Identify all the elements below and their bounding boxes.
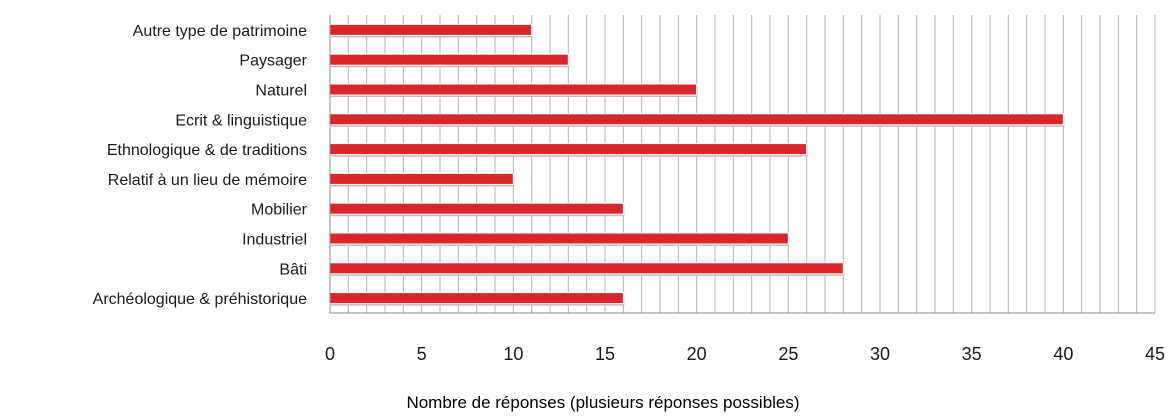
bar: [329, 202, 624, 215]
x-tick-label: 10: [503, 344, 523, 364]
bar: [329, 53, 569, 66]
category-label: Relatif à un lieu de mémoire: [108, 172, 307, 189]
bar: [329, 143, 808, 156]
x-tick-label: 35: [962, 344, 982, 364]
x-tick-label: 20: [687, 344, 707, 364]
category-label: Ecrit & linguistique: [175, 112, 307, 129]
bar: [329, 83, 698, 96]
x-tick-label: 5: [417, 344, 427, 364]
x-tick-labels: 0 5 10 15 20 25 30 35 40 45: [325, 344, 1165, 364]
x-tick-label: 25: [778, 344, 798, 364]
category-label: Naturel: [255, 83, 307, 100]
category-label: Mobilier: [251, 202, 308, 219]
chart-axes: [329, 15, 1155, 314]
x-tick-label: 40: [1053, 344, 1073, 364]
bar: [329, 172, 514, 185]
category-label: Ethnologique & de traditions: [107, 142, 307, 159]
x-axis-title: Nombre de réponses (plusieurs réponses p…: [406, 393, 799, 412]
bar: [329, 292, 624, 305]
category-label: Bâti: [279, 261, 307, 278]
category-label: Industriel: [242, 232, 307, 249]
category-labels: Autre type de patrimoine Paysager Naturel E…: [93, 23, 308, 308]
bar: [329, 232, 789, 245]
x-tick-label: 45: [1145, 344, 1165, 364]
x-tick-label: 0: [325, 344, 335, 364]
x-tick-label: 30: [870, 344, 890, 364]
category-label: Autre type de patrimoine: [133, 23, 307, 40]
bar: [329, 262, 844, 275]
category-label: Paysager: [239, 53, 307, 70]
category-label: Archéologique & préhistorique: [93, 291, 307, 308]
x-tick-label: 15: [595, 344, 615, 364]
bar: [329, 23, 533, 36]
chart-bars: [329, 23, 1065, 306]
bar: [329, 113, 1064, 126]
